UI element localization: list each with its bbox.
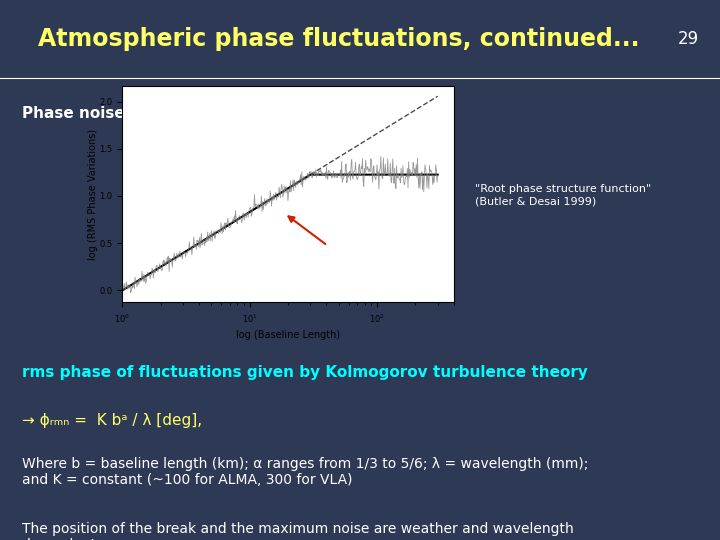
Text: Break related to
width of
turbulent layer: Break related to width of turbulent laye…: [335, 265, 413, 299]
Text: Atmospheric phase fluctuations, continued...: Atmospheric phase fluctuations, continue…: [37, 27, 639, 51]
Text: 29: 29: [678, 30, 698, 48]
X-axis label: log (Baseline Length): log (Baseline Length): [236, 330, 340, 340]
Text: The position of the break and the maximum noise are weather and wavelength
depen: The position of the break and the maximu…: [22, 522, 573, 540]
Text: Where b = baseline length (km); α ranges from 1/3 to 5/6; λ = wavelength (mm);
a: Where b = baseline length (km); α ranges…: [22, 457, 588, 487]
Text: → ϕᵣₘₙ =  K bᵃ / λ [deg],: → ϕᵣₘₙ = K bᵃ / λ [deg],: [22, 413, 202, 428]
Text: "Root phase structure function"
(Butler & Desai 1999): "Root phase structure function" (Butler …: [475, 185, 652, 206]
Text: Phase noise as function of baseline length: Phase noise as function of baseline leng…: [22, 106, 386, 121]
Y-axis label: log (RMS Phase Variations): log (RMS Phase Variations): [88, 129, 98, 260]
Text: rms phase of fluctuations given by Kolmogorov turbulence theory: rms phase of fluctuations given by Kolmo…: [22, 364, 588, 380]
